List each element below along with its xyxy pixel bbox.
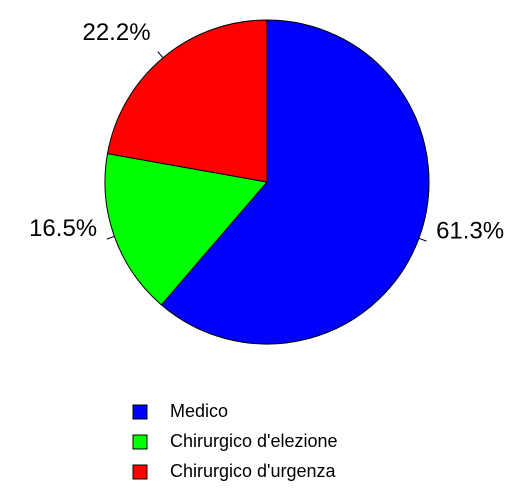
legend-swatch: [132, 434, 148, 450]
legend-label: Chirurgico d'elezione: [170, 431, 338, 451]
label-tick: [106, 235, 115, 240]
legend-swatch: [132, 464, 148, 480]
legend-label: Chirurgico d'urgenza: [170, 461, 337, 481]
pie-slice: [160, 19, 430, 345]
slice-label: 22.2%: [82, 19, 150, 46]
legend-swatch: [132, 404, 148, 420]
label-tick: [157, 51, 164, 59]
pie-slice: [104, 153, 268, 306]
slice-label: 61.3%: [436, 217, 504, 244]
legend-label: Medico: [170, 401, 228, 421]
pie-slice: [106, 19, 268, 183]
slice-label: 16.5%: [29, 215, 97, 242]
label-tick: [418, 237, 427, 242]
